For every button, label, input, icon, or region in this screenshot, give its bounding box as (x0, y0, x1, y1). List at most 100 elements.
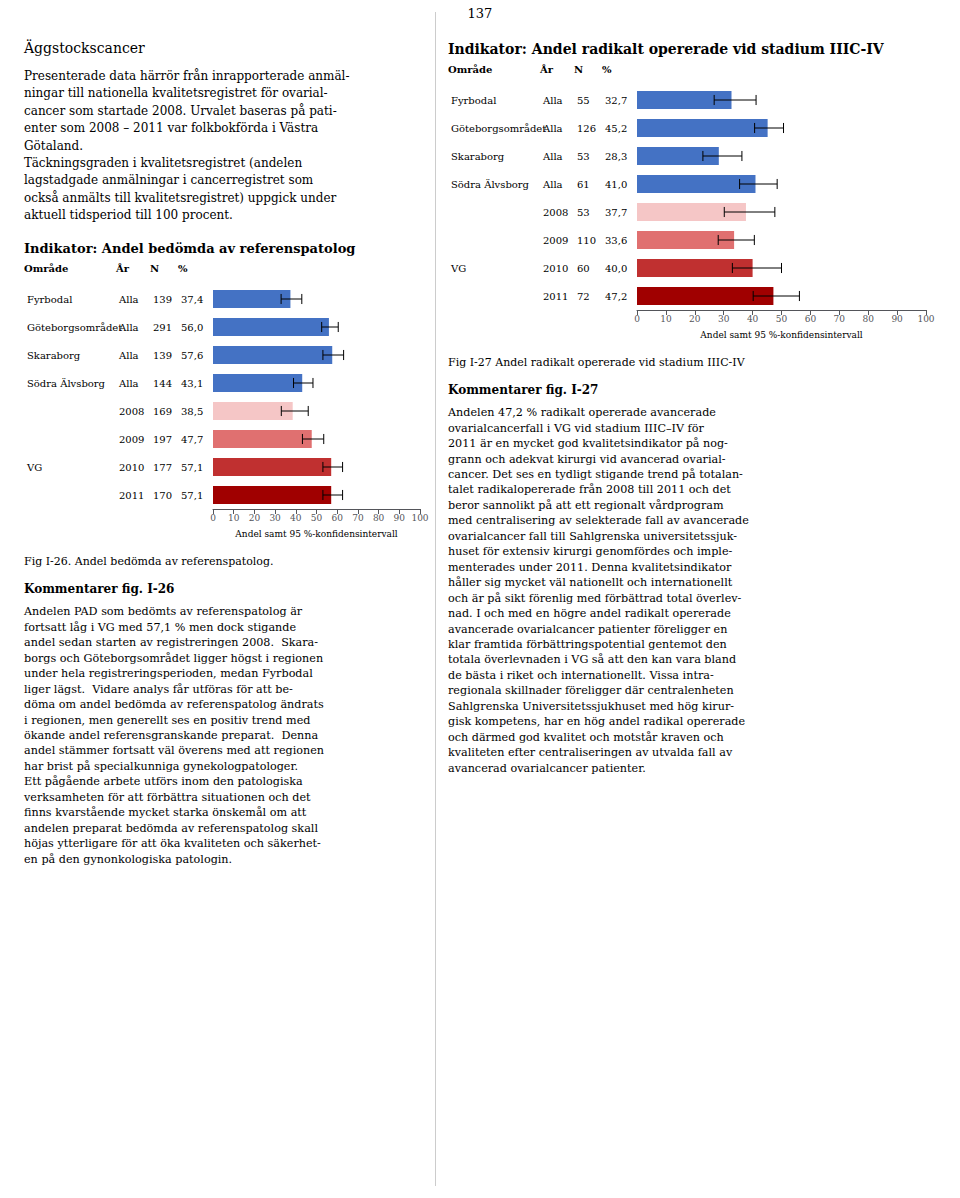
svg-text:55: 55 (577, 95, 590, 106)
svg-text:37,7: 37,7 (605, 207, 627, 218)
svg-text:37,4: 37,4 (181, 294, 203, 305)
svg-text:Skaraborg: Skaraborg (27, 350, 81, 361)
svg-text:53: 53 (577, 151, 590, 162)
svg-text:170: 170 (153, 490, 172, 501)
svg-text:53: 53 (577, 207, 590, 218)
svg-text:2008: 2008 (543, 207, 568, 218)
svg-text:40,0: 40,0 (605, 263, 627, 274)
svg-text:Alla: Alla (542, 95, 563, 106)
svg-text:56,0: 56,0 (181, 322, 203, 333)
svg-text:72: 72 (577, 291, 590, 302)
svg-text:Alla: Alla (542, 123, 563, 134)
svg-text:126: 126 (577, 123, 596, 134)
svg-text:N: N (574, 64, 583, 75)
svg-text:Alla: Alla (118, 378, 139, 389)
svg-text:40: 40 (290, 513, 302, 523)
svg-text:57,6: 57,6 (181, 350, 203, 361)
svg-text:2009: 2009 (543, 235, 568, 246)
svg-text:40: 40 (747, 314, 759, 324)
svg-text:Fyrbodal: Fyrbodal (451, 95, 496, 106)
svg-text:80: 80 (373, 513, 385, 523)
svg-text:2011: 2011 (119, 490, 144, 501)
svg-text:32,7: 32,7 (605, 95, 627, 106)
svg-text:100: 100 (917, 314, 934, 324)
svg-text:80: 80 (862, 314, 874, 324)
svg-text:Skaraborg: Skaraborg (451, 151, 505, 162)
svg-text:70: 70 (352, 513, 364, 523)
svg-text:Södra Älvsborg: Södra Älvsborg (451, 179, 530, 190)
svg-text:60: 60 (577, 263, 590, 274)
svg-text:70: 70 (834, 314, 846, 324)
svg-text:33,6: 33,6 (605, 235, 627, 246)
svg-text:Alla: Alla (118, 350, 139, 361)
svg-text:28,3: 28,3 (605, 151, 627, 162)
svg-text:57,1: 57,1 (181, 462, 203, 473)
svg-text:100: 100 (411, 513, 428, 523)
svg-text:10: 10 (660, 314, 672, 324)
svg-text:Södra Älvsborg: Södra Älvsborg (27, 378, 106, 389)
html-text:Indikator: Andel radikalt oper: Indikator: Andel radikalt opererade vid … (448, 41, 884, 57)
svg-text:År: År (539, 64, 554, 75)
html-text:Kommentarer fig. I-27: Kommentarer fig. I-27 (448, 383, 599, 398)
svg-text:2008: 2008 (119, 406, 144, 417)
html-text:Kommentarer fig. I-26: Kommentarer fig. I-26 (24, 582, 175, 597)
svg-text:197: 197 (153, 434, 172, 445)
html-text:Äggstockscancer: Äggstockscancer (24, 40, 145, 56)
svg-text:2010: 2010 (543, 263, 568, 274)
svg-text:60: 60 (331, 513, 343, 523)
html-text:Andelen 47,2 % radikalt operer: Andelen 47,2 % radikalt opererade avance… (448, 406, 749, 775)
svg-text:20: 20 (249, 513, 261, 523)
svg-text:47,2: 47,2 (605, 291, 627, 302)
svg-text:Göteborgsområdet: Göteborgsområdet (451, 123, 546, 134)
svg-text:41,0: 41,0 (605, 179, 627, 190)
html-text:Fig I-26. Andel bedömda av ref: Fig I-26. Andel bedömda av referenspatol… (24, 555, 274, 569)
svg-text:139: 139 (153, 294, 172, 305)
svg-text:61: 61 (577, 179, 590, 190)
svg-text:Alla: Alla (542, 151, 563, 162)
html-text:137: 137 (467, 6, 493, 21)
svg-text:110: 110 (577, 235, 596, 246)
svg-text:Område: Område (448, 64, 492, 75)
svg-text:%: % (602, 64, 612, 75)
svg-text:2010: 2010 (119, 462, 144, 473)
svg-text:50: 50 (311, 513, 323, 523)
svg-text:Fyrbodal: Fyrbodal (27, 294, 72, 305)
svg-text:0: 0 (634, 314, 640, 324)
svg-text:Alla: Alla (118, 322, 139, 333)
svg-text:Andel samt 95 %-konfidensinter: Andel samt 95 %-konfidensintervall (699, 330, 862, 340)
svg-text:Alla: Alla (118, 294, 139, 305)
svg-text:177: 177 (153, 462, 172, 473)
svg-text:38,5: 38,5 (181, 406, 203, 417)
html-text:Andelen PAD som bedömts av ref: Andelen PAD som bedömts av referenspatol… (24, 605, 324, 866)
svg-text:169: 169 (153, 406, 172, 417)
svg-text:50: 50 (776, 314, 788, 324)
svg-text:VG: VG (450, 263, 466, 274)
svg-text:90: 90 (394, 513, 406, 523)
svg-text:144: 144 (153, 378, 172, 389)
svg-text:30: 30 (718, 314, 730, 324)
svg-text:45,2: 45,2 (605, 123, 627, 134)
svg-text:Andel samt 95 %-konfidensinter: Andel samt 95 %-konfidensintervall (234, 529, 397, 539)
svg-text:291: 291 (153, 322, 172, 333)
svg-text:0: 0 (210, 513, 216, 523)
svg-text:90: 90 (891, 314, 903, 324)
svg-text:43,1: 43,1 (181, 378, 203, 389)
svg-text:2009: 2009 (119, 434, 144, 445)
html-text:Indikator: Andel bedömda av re: Indikator: Andel bedömda av referenspato… (24, 240, 356, 256)
svg-text:30: 30 (269, 513, 281, 523)
svg-text:60: 60 (805, 314, 817, 324)
svg-text:57,1: 57,1 (181, 490, 203, 501)
svg-text:Område: Område (24, 263, 68, 274)
svg-text:10: 10 (228, 513, 240, 523)
svg-text:VG: VG (26, 462, 42, 473)
svg-text:N: N (150, 263, 159, 274)
svg-text:Alla: Alla (542, 179, 563, 190)
svg-text:%: % (178, 263, 188, 274)
svg-text:Göteborgsområdet: Göteborgsområdet (27, 322, 122, 333)
svg-text:År: År (115, 263, 130, 274)
svg-text:139: 139 (153, 350, 172, 361)
svg-text:2011: 2011 (543, 291, 568, 302)
svg-text:47,7: 47,7 (181, 434, 203, 445)
html-text:Presenterade data härrör från: Presenterade data härrör från inrapporte… (24, 69, 350, 223)
svg-text:20: 20 (689, 314, 701, 324)
